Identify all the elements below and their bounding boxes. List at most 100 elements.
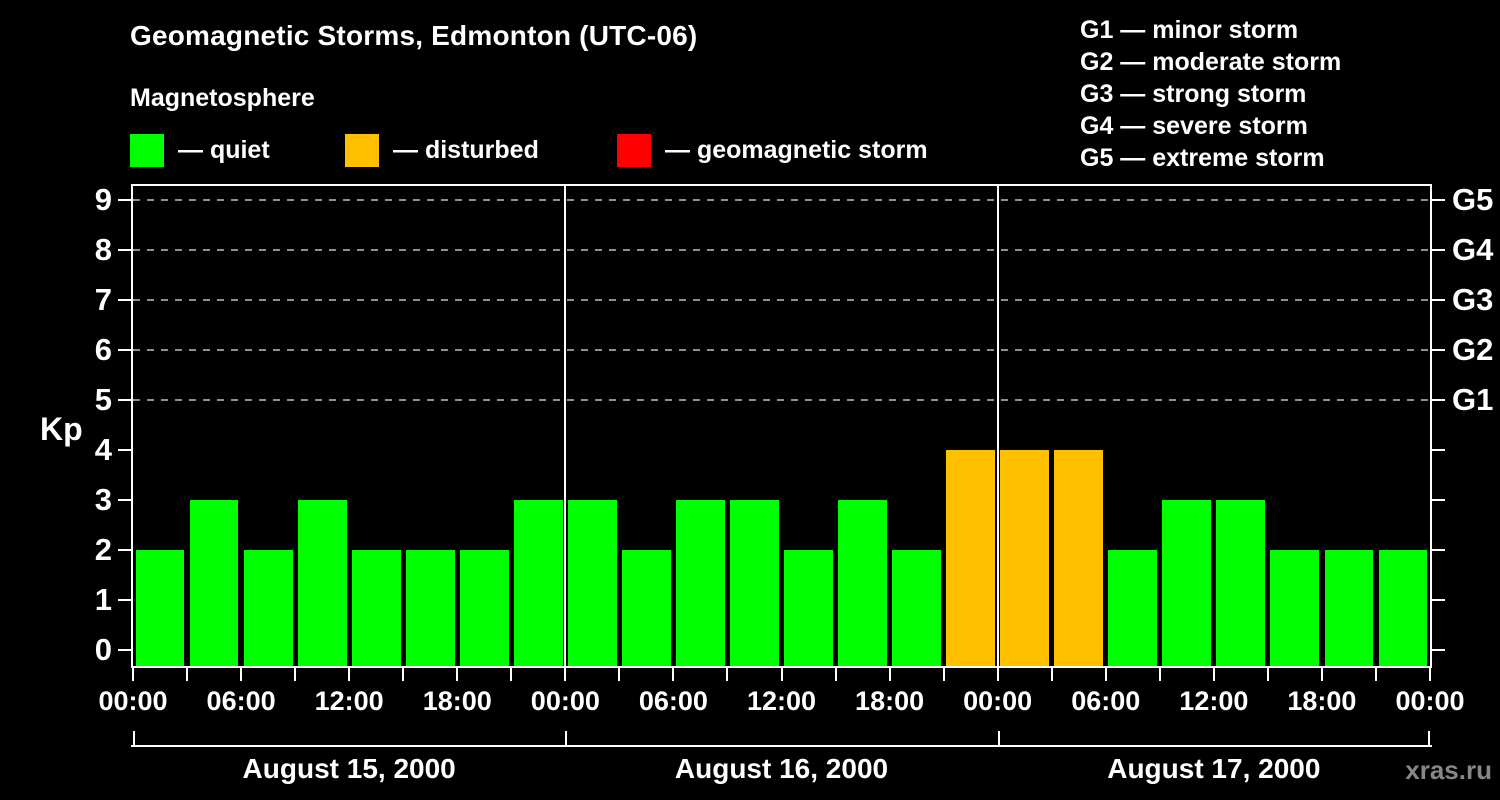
date-label-day1: August 15, 2000 bbox=[242, 753, 456, 784]
date-bracket-line bbox=[131, 745, 1432, 747]
y-axis-tick-left bbox=[118, 649, 131, 651]
legend-label-quiet: — quiet bbox=[178, 135, 270, 164]
date-label-day3: August 17, 2000 bbox=[1107, 753, 1321, 784]
y-tick-label-5: 5 bbox=[94, 382, 112, 417]
x-axis-tick bbox=[726, 668, 729, 681]
x-axis-tick bbox=[564, 668, 567, 681]
date-bracket-tick bbox=[997, 731, 1000, 747]
y-axis-tick-right bbox=[1432, 649, 1445, 651]
x-axis-tick bbox=[1266, 668, 1269, 681]
y-tick-label-8: 8 bbox=[94, 232, 112, 267]
date-bracket-tick bbox=[565, 731, 568, 747]
gridline-kp7 bbox=[133, 299, 1430, 301]
disturbed-color-swatch bbox=[345, 133, 379, 167]
kp-bar-day2-06h bbox=[676, 500, 725, 666]
legend-item-storm: — geomagnetic storm bbox=[617, 132, 928, 168]
kp-bar-day2-21h bbox=[946, 450, 996, 666]
y-axis-tick-left bbox=[118, 499, 131, 501]
y-tick-label-9: 9 bbox=[94, 182, 112, 217]
x-axis-tick bbox=[510, 668, 513, 681]
gridline-kp9 bbox=[133, 199, 1430, 201]
x-tick-label-10: 12:00 bbox=[1179, 686, 1249, 716]
x-axis-tick bbox=[780, 668, 783, 681]
storm-color-swatch bbox=[617, 133, 651, 167]
x-tick-label-0: 00:00 bbox=[98, 686, 168, 716]
kp-bar-day1-06h bbox=[243, 550, 293, 666]
kp-bar-day1-00h bbox=[135, 550, 185, 666]
x-tick-label-6: 12:00 bbox=[746, 686, 817, 716]
x-axis-tick bbox=[1050, 668, 1053, 681]
kp-bar-day3-06h bbox=[1108, 550, 1158, 666]
legend-item-disturbed: — disturbed bbox=[345, 132, 539, 168]
gridline-kp6 bbox=[133, 349, 1430, 351]
x-axis-tick bbox=[294, 668, 297, 681]
x-tick-label-8: 00:00 bbox=[963, 686, 1033, 716]
x-axis-tick bbox=[1429, 668, 1431, 681]
y-axis-tick-right bbox=[1432, 349, 1445, 351]
y-axis-tick-right bbox=[1432, 249, 1445, 251]
kp-bar-day2-03h bbox=[621, 550, 671, 666]
kp-bar-day3-09h bbox=[1162, 500, 1212, 666]
x-axis-tick bbox=[132, 668, 134, 681]
x-tick-label-7: 18:00 bbox=[855, 686, 925, 716]
y-axis-tick-left bbox=[118, 299, 131, 301]
legend-item-quiet: — quiet bbox=[130, 132, 270, 168]
x-axis-tick bbox=[996, 668, 999, 681]
g1-legend-line: G1 — minor storm bbox=[1080, 16, 1299, 44]
day-divider bbox=[564, 186, 567, 666]
x-axis-tick bbox=[240, 668, 243, 681]
kp-bar-day1-03h bbox=[189, 500, 239, 666]
x-tick-label-4: 00:00 bbox=[530, 686, 600, 716]
x-axis-tick bbox=[618, 668, 621, 681]
y-axis-tick-left bbox=[118, 349, 131, 351]
date-bracket-tick bbox=[133, 731, 135, 747]
y-axis-tick-left bbox=[118, 249, 131, 251]
y-tick-label-4: 4 bbox=[94, 432, 112, 467]
right-axis-label-g2: G2 bbox=[1452, 332, 1494, 367]
chart-title: Geomagnetic Storms, Edmonton (UTC-06) bbox=[130, 20, 698, 51]
y-axis-tick-right bbox=[1432, 499, 1445, 501]
kp-bar-day1-21h bbox=[513, 500, 563, 666]
y-axis-tick-left bbox=[118, 199, 131, 201]
date-bracket-tick bbox=[1428, 731, 1430, 747]
y-tick-label-3: 3 bbox=[94, 482, 112, 517]
g2-legend-line: G2 — moderate storm bbox=[1080, 48, 1342, 76]
y-axis-tick-left bbox=[118, 399, 131, 401]
right-axis-label-g5: G5 bbox=[1452, 182, 1494, 217]
x-tick-label-1: 06:00 bbox=[206, 686, 276, 716]
y-axis-tick-right bbox=[1432, 599, 1445, 601]
right-axis-label-g1: G1 bbox=[1452, 382, 1494, 417]
x-axis-tick bbox=[1320, 668, 1323, 681]
kp-bar-day3-15h bbox=[1270, 550, 1320, 666]
g-scale-legend: G1 — minor storm G2 — moderate storm G3 … bbox=[1080, 14, 1341, 174]
kp-bar-day3-21h bbox=[1378, 550, 1428, 666]
x-axis-tick bbox=[672, 668, 675, 681]
y-tick-label-2: 2 bbox=[94, 532, 112, 567]
g3-legend-line: G3 — strong storm bbox=[1080, 80, 1307, 108]
x-tick-label-2: 12:00 bbox=[314, 686, 384, 716]
y-tick-label-0: 0 bbox=[94, 632, 112, 667]
plot-area bbox=[131, 184, 1432, 668]
x-axis-tick bbox=[1212, 668, 1215, 681]
kp-bar-day2-18h bbox=[892, 550, 941, 666]
kp-bar-day1-09h bbox=[297, 500, 347, 666]
x-tick-label-11: 18:00 bbox=[1287, 686, 1357, 716]
x-tick-label-3: 18:00 bbox=[422, 686, 492, 716]
y-axis-tick-right bbox=[1432, 199, 1445, 201]
x-axis-tick bbox=[456, 668, 459, 681]
kp-bar-day2-09h bbox=[730, 500, 779, 666]
kp-bar-day2-15h bbox=[838, 500, 887, 666]
watermark: xras.ru bbox=[1405, 755, 1492, 785]
y-axis-tick-right bbox=[1432, 299, 1445, 301]
kp-bar-day1-15h bbox=[405, 550, 455, 666]
x-tick-label-9: 06:00 bbox=[1071, 686, 1141, 716]
gridline-kp5 bbox=[133, 399, 1430, 401]
y-axis-tick-left bbox=[118, 599, 131, 601]
kp-bar-day1-18h bbox=[459, 550, 509, 666]
quiet-color-swatch bbox=[130, 133, 164, 167]
kp-bar-day3-18h bbox=[1324, 550, 1374, 666]
x-axis-tick bbox=[186, 668, 189, 681]
y-axis-tick-left bbox=[118, 549, 131, 551]
y-axis-title: Kp bbox=[40, 411, 83, 447]
